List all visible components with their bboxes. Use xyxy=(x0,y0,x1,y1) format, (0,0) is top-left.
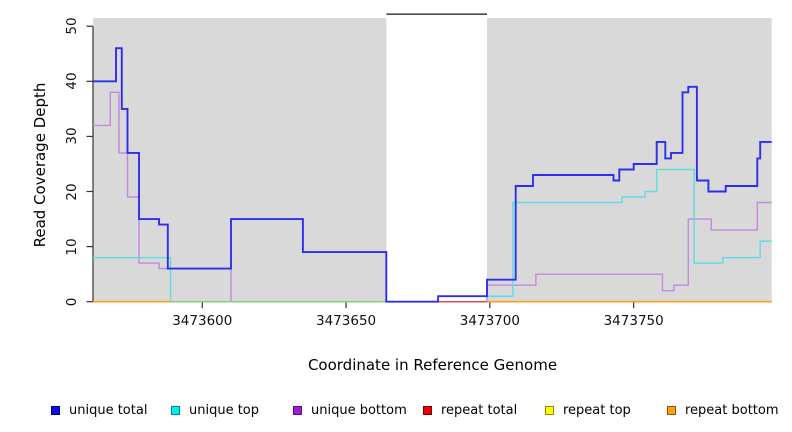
legend: unique total unique top unique bottom repea… xyxy=(0,401,792,423)
series-line-unique-total xyxy=(93,47,772,303)
legend-swatch-icon xyxy=(545,405,554,415)
y-tick-label: 40 xyxy=(64,72,80,90)
y-axis-title: Read Coverage Depth xyxy=(31,82,49,248)
x-axis-title: Coordinate in Reference Genome xyxy=(307,356,558,374)
legend-swatch-icon xyxy=(423,405,432,415)
legend-label: unique bottom xyxy=(311,402,407,418)
y-tick-label: 10 xyxy=(64,238,80,256)
legend-item-repeat-bottom: repeat bottom xyxy=(667,401,779,419)
legend-label: repeat bottom xyxy=(685,402,779,418)
legend-swatch-icon xyxy=(667,405,676,415)
legend-swatch-icon xyxy=(51,405,60,415)
y-tick-label: 0 xyxy=(64,297,80,306)
legend-item-unique-total: unique total xyxy=(51,401,147,419)
legend-item-repeat-total: repeat total xyxy=(423,401,517,419)
x-tick-label: 3473600 xyxy=(172,313,233,329)
legend-label: repeat total xyxy=(441,402,518,418)
y-tick-label: 50 xyxy=(64,17,80,35)
y-tick-label: 20 xyxy=(64,182,80,201)
y-tick-label: 30 xyxy=(64,127,80,145)
legend-label: unique top xyxy=(189,402,260,418)
highlight-band xyxy=(386,14,487,302)
legend-label: unique total xyxy=(69,402,148,418)
legend-item-repeat-top: repeat top xyxy=(545,401,631,419)
legend-swatch-icon xyxy=(171,405,180,415)
legend-item-unique-top: unique top xyxy=(171,401,259,419)
legend-label: repeat top xyxy=(563,402,631,418)
legend-item-unique-bottom: unique bottom xyxy=(293,401,407,419)
x-tick-label: 3473700 xyxy=(459,313,520,329)
legend-swatch-icon xyxy=(293,405,302,415)
x-tick-label: 3473650 xyxy=(316,313,377,329)
x-tick-label: 3473750 xyxy=(603,313,664,329)
